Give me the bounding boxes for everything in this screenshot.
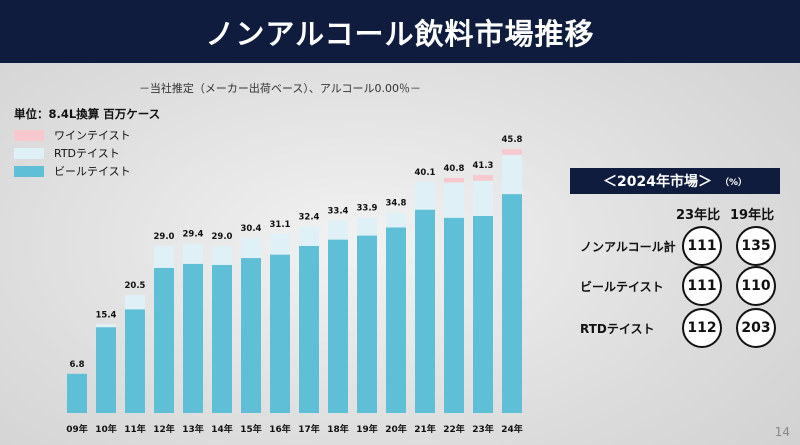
value-circle: 112 xyxy=(682,308,722,348)
bar-segment-rtd xyxy=(270,233,290,255)
x-tick-label: 16年 xyxy=(269,423,291,435)
total-value-label: 6.8 xyxy=(69,360,84,370)
total-value-label: 33.9 xyxy=(357,204,378,214)
market-box-unit: （%） xyxy=(719,177,747,188)
bar-segment-rtd xyxy=(328,220,348,240)
total-value-label: 15.4 xyxy=(96,310,117,320)
market-box-title: ＜2024年市場＞ （%） xyxy=(570,168,780,194)
bar-segment-rtd xyxy=(386,212,406,228)
value-circle: 111 xyxy=(682,266,722,306)
column-header-19: 19年比 xyxy=(730,208,775,223)
market-row-label: RTDテイスト xyxy=(580,322,655,336)
total-value-label: 40.8 xyxy=(444,164,465,174)
bar-segment-beer xyxy=(357,235,377,413)
legend-item-rtd: RTDテイスト xyxy=(14,144,131,162)
legend-label-beer: ビールテイスト xyxy=(54,165,131,178)
chart-subtitle: －当社推定（メーカー出荷ベース）、アルコール0.00％－ xyxy=(138,82,422,95)
market-box-title-text: ＜2024年市場＞ xyxy=(603,174,712,190)
legend-swatch-wine xyxy=(14,129,44,141)
total-value-label: 31.1 xyxy=(270,220,291,230)
bar-segment-rtd xyxy=(473,180,493,216)
bar-segment-rtd xyxy=(415,181,435,210)
legend-item-beer: ビールテイスト xyxy=(14,162,131,180)
bar-segment-rtd xyxy=(212,245,232,265)
x-tick-label: 21年 xyxy=(414,423,436,435)
market-summary-box: ＜2024年市場＞ （%） 23年比 19年比 ノンアルコール計 111 135… xyxy=(570,168,780,348)
bar-segment-rtd xyxy=(299,226,319,246)
page-number: 14 xyxy=(774,425,790,439)
legend-label-rtd: RTDテイスト xyxy=(54,147,120,160)
x-tick-label: 14年 xyxy=(211,423,233,435)
x-tick-label: 12年 xyxy=(153,423,175,435)
x-tick-label: 15年 xyxy=(240,423,262,435)
total-value-label: 34.8 xyxy=(386,199,407,209)
x-tick-label: 18年 xyxy=(327,423,349,435)
x-tick-label: 09年 xyxy=(66,423,88,435)
bar-segment-beer xyxy=(386,227,406,413)
total-value-label: 33.4 xyxy=(328,207,349,217)
value-circle: 110 xyxy=(736,266,776,306)
x-tick-label: 23年 xyxy=(472,423,494,435)
total-value-label: 32.4 xyxy=(299,212,320,222)
market-row-label: ノンアルコール計 xyxy=(580,240,676,254)
value-circle: 111 xyxy=(682,226,722,266)
bar-segment-rtd xyxy=(502,154,522,195)
bar-segment-beer xyxy=(299,245,319,413)
x-tick-label: 19年 xyxy=(356,423,378,435)
total-value-label: 29.4 xyxy=(183,230,204,240)
bar-segment-beer xyxy=(183,263,203,413)
total-value-label: 20.5 xyxy=(125,281,146,291)
bar-segment-beer xyxy=(125,309,145,413)
x-tick-label: 11年 xyxy=(124,423,146,435)
page-title: ノンアルコール飲料市場推移 xyxy=(0,0,800,63)
total-value-label: 41.3 xyxy=(473,161,494,171)
market-row-beer: ビールテイスト 111 110 xyxy=(580,266,780,306)
x-tick-label: 20年 xyxy=(385,423,407,435)
legend-swatch-beer xyxy=(14,165,44,177)
column-header-23: 23年比 xyxy=(676,208,721,223)
bar-segment-beer xyxy=(212,264,232,413)
bar-segment-beer xyxy=(154,267,174,413)
legend-item-wine: ワインテイスト xyxy=(14,126,131,144)
bar-segment-wine xyxy=(444,177,464,183)
total-value-label: 30.4 xyxy=(241,224,262,234)
x-tick-label: 24年 xyxy=(501,423,523,435)
x-tick-label: 22年 xyxy=(443,423,465,435)
bar-segment-rtd xyxy=(96,324,116,328)
total-value-label: 29.0 xyxy=(154,232,175,242)
total-value-label: 29.0 xyxy=(212,232,233,242)
bar-segment-beer xyxy=(415,209,435,413)
legend-swatch-rtd xyxy=(14,147,44,159)
bar-segment-beer xyxy=(241,258,261,413)
bar-segment-rtd xyxy=(125,294,145,310)
x-tick-label: 13年 xyxy=(182,423,204,435)
bar-segment-beer xyxy=(270,254,290,413)
bar-segment-wine xyxy=(502,149,522,155)
chart-legend: ワインテイスト RTDテイスト ビールテイスト xyxy=(14,126,131,180)
bar-segment-rtd xyxy=(241,237,261,259)
bar-segment-beer xyxy=(444,217,464,413)
value-circle: 135 xyxy=(736,226,776,266)
bar-segment-beer xyxy=(328,239,348,413)
bar-segment-beer xyxy=(67,373,87,413)
stacked-bar-chart: 6.8 09年 15.4 10年 20.5 11年 29.0 12年 29.4 13年 29.0 14… xyxy=(66,135,523,435)
legend-label-wine: ワインテイスト xyxy=(54,129,131,142)
unit-label: 単位：8.4L換算 百万ケース xyxy=(14,107,161,121)
bar-segment-beer xyxy=(502,194,522,413)
bar-segment-rtd xyxy=(444,182,464,218)
market-row-total: ノンアルコール計 111 135 xyxy=(580,226,780,266)
bar-segment-rtd xyxy=(154,245,174,268)
bar-segment-rtd xyxy=(357,217,377,236)
market-row-label: ビールテイスト xyxy=(580,280,664,294)
bar-segment-beer xyxy=(473,215,493,413)
bar-segment-rtd xyxy=(183,243,203,264)
x-tick-label: 10年 xyxy=(95,423,117,435)
x-tick-label: 17年 xyxy=(298,423,320,435)
bar-segment-wine xyxy=(473,175,493,181)
market-row-rtd: RTDテイスト 112 203 xyxy=(580,308,780,348)
value-circle: 203 xyxy=(736,308,776,348)
total-value-label: 40.1 xyxy=(415,168,436,178)
bar-segment-beer xyxy=(96,327,116,413)
total-value-label: 45.8 xyxy=(502,135,523,145)
